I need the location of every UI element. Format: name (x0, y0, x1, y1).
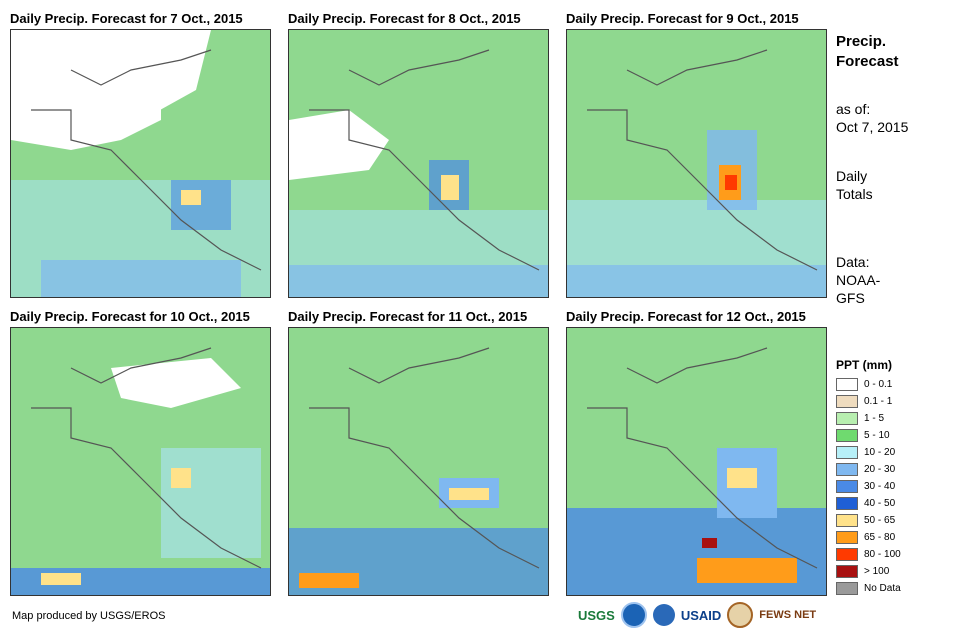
data-source-line-1: NOAA- (836, 272, 881, 288)
legend-swatch (836, 446, 858, 459)
data-label: Data: (836, 254, 870, 270)
legend-item: 40 - 50 (836, 495, 956, 512)
legend-swatch (836, 531, 858, 544)
panel-title: Daily Precip. Forecast for 11 Oct., 2015 (288, 309, 528, 324)
forecast-panel-4: Daily Precip. Forecast for 10 Oct., 2015 (10, 308, 285, 608)
usaid-logo: USAID (680, 607, 722, 623)
forecast-panel-5: Daily Precip. Forecast for 11 Oct., 2015 (288, 308, 563, 608)
legend-label: 65 - 80 (864, 532, 896, 543)
legend-swatch (836, 378, 858, 391)
totals-line-2: Totals (836, 186, 873, 202)
legend-item: 0 - 0.1 (836, 376, 956, 393)
legend-label: 50 - 65 (864, 515, 896, 526)
map-svg (567, 328, 826, 595)
fews-net-logo: FEWS NET (759, 609, 817, 621)
forecast-panel-3: Daily Precip. Forecast for 9 Oct., 2015 (566, 10, 841, 310)
legend-swatch (836, 514, 858, 527)
panel-title: Daily Precip. Forecast for 10 Oct., 2015 (10, 309, 250, 324)
legend-swatch (836, 480, 858, 493)
legend-item: 0.1 - 1 (836, 393, 956, 410)
legend-swatch (836, 463, 858, 476)
legend-swatch (836, 395, 858, 408)
as-of-block: as of: Oct 7, 2015 (836, 100, 908, 136)
legend-swatch (836, 582, 858, 595)
legend-label: 30 - 40 (864, 481, 896, 492)
totals-line-1: Daily (836, 168, 868, 184)
legend-label: 10 - 20 (864, 447, 896, 458)
forecast-panel-2: Daily Precip. Forecast for 8 Oct., 2015 (288, 10, 563, 310)
legend-label: 0 - 0.1 (864, 379, 893, 390)
panel-title: Daily Precip. Forecast for 7 Oct., 2015 (10, 11, 243, 26)
legend-item: 1 - 5 (836, 410, 956, 427)
legend-swatch (836, 497, 858, 510)
legend-item: 65 - 80 (836, 529, 956, 546)
forecast-panel-1: Daily Precip. Forecast for 7 Oct., 2015 (10, 10, 285, 310)
legend-item: No Data (836, 580, 956, 597)
usgs-logo: USGS (578, 607, 615, 623)
legend-rows: 0 - 0.1 0.1 - 1 1 - 5 5 - 10 10 - 20 20 - 30 3… (836, 376, 956, 597)
legend-item: 20 - 30 (836, 461, 956, 478)
map-svg (11, 328, 270, 595)
map-svg (289, 30, 548, 297)
legend-swatch (836, 412, 858, 425)
precip-map (10, 29, 271, 298)
legend-item: 5 - 10 (836, 427, 956, 444)
fews-logo-icon (727, 602, 754, 628)
precip-map (10, 327, 271, 596)
data-source-block: Data: NOAA- GFS (836, 253, 880, 307)
legend-title: PPT (mm) (836, 358, 893, 372)
side-title-line-1: Precip. (836, 33, 887, 50)
legend-label: 1 - 5 (864, 413, 885, 424)
legend-item: 10 - 20 (836, 444, 956, 461)
legend-swatch (836, 429, 858, 442)
map-svg (567, 30, 826, 297)
precip-map (288, 327, 549, 596)
legend-item: 30 - 40 (836, 478, 956, 495)
as-of-date: Oct 7, 2015 (836, 119, 909, 135)
totals-block: Daily Totals (836, 167, 873, 203)
map-svg (11, 30, 270, 297)
as-of-label: as of: (836, 101, 871, 117)
legend-label: No Data (864, 583, 901, 594)
seal-logo-icon (652, 604, 675, 626)
side-title-line-2: Forecast (836, 53, 899, 70)
legend-swatch (836, 548, 858, 561)
precip-map (288, 29, 549, 298)
partner-logos: USGS USAID FEWS NET (578, 602, 828, 628)
precip-map (566, 327, 827, 596)
map-svg (289, 328, 548, 595)
side-title: Precip. Forecast (836, 32, 899, 72)
legend-label: 0.1 - 1 (864, 396, 893, 407)
data-source-line-2: GFS (836, 290, 865, 306)
legend-label: > 100 (864, 566, 890, 577)
legend-label: 80 - 100 (864, 549, 901, 560)
legend-label: 5 - 10 (864, 430, 890, 441)
forecast-panel-6: Daily Precip. Forecast for 12 Oct., 2015 (566, 308, 841, 608)
legend-item: 50 - 65 (836, 512, 956, 529)
precip-map (566, 29, 827, 298)
noaa-logo-icon (620, 602, 647, 628)
legend-label: 40 - 50 (864, 498, 896, 509)
precip-legend: PPT (mm) 0 - 0.1 0.1 - 1 1 - 5 5 - 10 10 - 2… (836, 358, 956, 597)
legend-label: 20 - 30 (864, 464, 896, 475)
panel-title: Daily Precip. Forecast for 9 Oct., 2015 (566, 11, 799, 26)
legend-swatch (836, 565, 858, 578)
panel-title: Daily Precip. Forecast for 12 Oct., 2015 (566, 309, 806, 324)
map-credit: Map produced by USGS/EROS (12, 610, 166, 622)
legend-item: > 100 (836, 563, 956, 580)
panel-title: Daily Precip. Forecast for 8 Oct., 2015 (288, 11, 521, 26)
legend-item: 80 - 100 (836, 546, 956, 563)
